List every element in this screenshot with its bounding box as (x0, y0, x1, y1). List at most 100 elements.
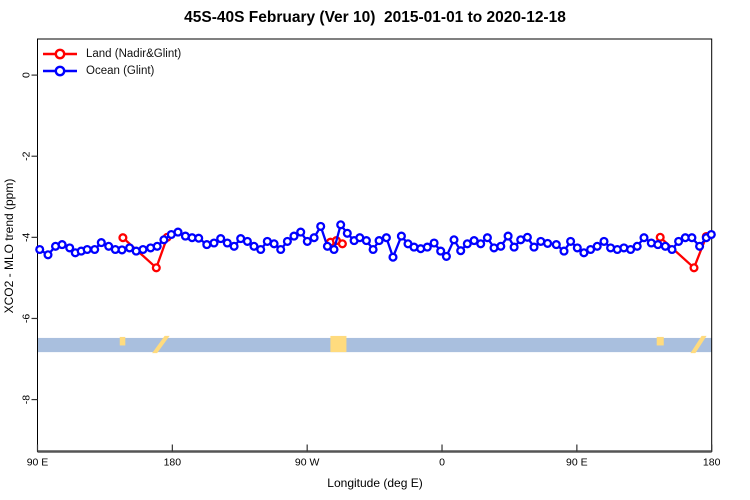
x-axis-title: Longitude (deg E) (327, 476, 423, 490)
land-patch (690, 335, 707, 354)
data-point (529, 242, 539, 252)
data-point (282, 236, 292, 246)
data-point (117, 245, 127, 255)
data-point (118, 233, 128, 243)
data-point (706, 229, 716, 240)
data-point (592, 241, 602, 251)
data-point (35, 244, 45, 255)
data-point (276, 244, 286, 255)
x-tick-label: 0 (439, 457, 445, 469)
data-point (687, 233, 697, 243)
data-point (503, 231, 513, 241)
legend-item-land: Land (Nadir&Glint) (41, 45, 181, 62)
data-point (476, 239, 486, 249)
data-point (456, 246, 466, 256)
plot-box (37, 38, 713, 453)
data-point (422, 242, 432, 252)
data-point (242, 236, 252, 246)
legend-label-ocean: Ocean (Glint) (86, 64, 155, 77)
data-point (572, 243, 582, 253)
data-point (449, 235, 459, 245)
x-tick-label: 90 E (27, 457, 49, 469)
data-point (429, 238, 439, 248)
series-land (118, 231, 711, 273)
data-point (660, 241, 670, 251)
legend: Land (Nadir&Glint) Ocean (Glint) (41, 45, 181, 79)
data-point (316, 221, 326, 231)
data-point (653, 240, 663, 250)
data-point (599, 236, 609, 246)
x-tick-label: 180 (164, 457, 182, 469)
series-ocean (35, 220, 716, 262)
data-point (566, 236, 576, 246)
data-point (361, 236, 371, 246)
data-point (462, 239, 472, 249)
y-tick-label: -8 (20, 395, 32, 404)
data-point (151, 263, 161, 273)
data-point (65, 243, 75, 253)
legend-label-land: Land (Nadir&Glint) (86, 47, 182, 60)
data-point (296, 227, 306, 237)
data-point (222, 238, 232, 248)
y-axis-title: XCO2 - MLO trend (ppm) (2, 178, 16, 314)
data-point (90, 244, 100, 255)
land-patch (119, 336, 126, 346)
data-point (522, 232, 532, 242)
legend-item-ocean: Ocean (Glint) (41, 62, 181, 79)
data-point (396, 231, 406, 241)
data-point (309, 233, 319, 243)
data-point (337, 239, 347, 249)
data-point (96, 238, 106, 248)
data-point (194, 233, 204, 243)
x-tick-label: 180 (703, 457, 721, 469)
data-point (639, 233, 649, 243)
data-point (289, 231, 299, 241)
chart-title: 45S-40S February (Ver 10) 2015-01-01 to … (184, 9, 566, 26)
data-point (689, 263, 699, 273)
data-point (336, 220, 346, 230)
data-point (374, 236, 384, 246)
data-point (632, 241, 642, 251)
land-patch (656, 336, 664, 346)
data-point (249, 241, 259, 251)
data-point (482, 233, 492, 243)
data-point (695, 241, 705, 251)
data-point (152, 241, 162, 251)
data-point (159, 235, 169, 245)
data-point (543, 238, 553, 248)
data-point (559, 246, 569, 256)
data-point (57, 240, 67, 250)
data-point (256, 244, 266, 255)
data-point (496, 241, 506, 251)
map-band (37, 335, 712, 354)
x-tick-label: 90 W (295, 457, 320, 469)
data-point (436, 246, 446, 256)
y-tick-label: -4 (20, 233, 32, 242)
data-point (43, 250, 53, 260)
y-tick-label: -2 (20, 151, 32, 160)
land-patch (152, 335, 170, 354)
x-axis: 90 E 180 90 W 0 90 E 180 (27, 444, 721, 469)
y-tick-label: 0 (20, 72, 32, 78)
data-point (441, 251, 451, 261)
data-point (229, 241, 239, 251)
legend-swatch-ocean-icon (43, 65, 77, 76)
data-point (302, 236, 312, 246)
data-point (173, 227, 183, 237)
data-point (509, 242, 519, 252)
y-tick-label: -6 (20, 314, 32, 323)
data-point (551, 240, 561, 250)
data-point (368, 244, 378, 255)
legend-swatch-land-icon (43, 48, 77, 59)
data-point (655, 232, 665, 242)
data-point (674, 236, 684, 246)
data-point (269, 239, 279, 249)
data-point (138, 244, 148, 255)
data-point (342, 228, 352, 238)
data-point (216, 234, 226, 244)
data-point (388, 252, 398, 262)
data-point (82, 244, 92, 255)
data-point (667, 244, 677, 255)
